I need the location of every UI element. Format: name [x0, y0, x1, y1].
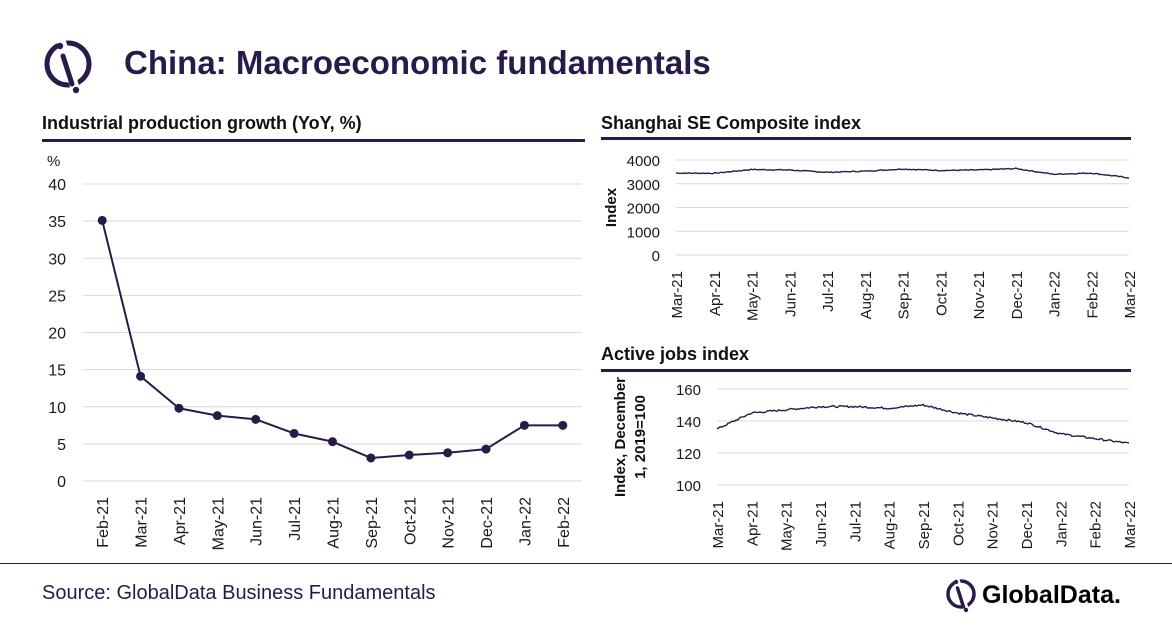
- x-tick-label: Apr-21: [172, 497, 189, 545]
- x-tick-label: Jan-22: [1047, 271, 1064, 317]
- series-line: [716, 403, 1130, 444]
- x-tick-label: Jan-22: [517, 497, 534, 546]
- data-point: [328, 437, 337, 447]
- y-tick-label: 2000: [627, 201, 660, 218]
- x-tick-label: Oct-21: [950, 501, 967, 546]
- x-tick-label: Feb-22: [1088, 501, 1105, 549]
- x-tick-label: Jul-21: [820, 271, 837, 312]
- x-tick-label: Mar-21: [134, 497, 151, 548]
- y-tick-label: 5: [57, 437, 66, 454]
- page-title: China: Macroeconomic fundamentals: [124, 44, 711, 81]
- x-tick-label: Jan-22: [1053, 501, 1070, 547]
- y-axis-title: Index, December 1, 2019=100: [612, 377, 649, 497]
- x-tick-label: Dec-21: [1009, 271, 1026, 319]
- data-point: [443, 448, 453, 458]
- x-tick-label: Jul-21: [287, 497, 304, 541]
- y-tick-label: 120: [676, 446, 701, 463]
- y-tick-label: 10: [48, 400, 66, 417]
- y-tick-label: 15: [48, 363, 66, 380]
- unit-label: %: [47, 153, 60, 170]
- x-tick-label: May-21: [210, 497, 227, 550]
- x-tick-label: May-21: [745, 271, 762, 321]
- x-tick-label: Sep-21: [364, 497, 381, 549]
- y-tick-label: 35: [48, 214, 66, 231]
- x-tick-label: Feb-22: [556, 497, 573, 548]
- data-point: [481, 444, 491, 454]
- jobs-chart-title: Active jobs index: [601, 344, 750, 364]
- x-tick-label: May-21: [779, 501, 796, 551]
- jobs-title-rule: [601, 369, 1131, 372]
- y-tick-label: 30: [48, 251, 66, 268]
- x-tick-label: Mar-22: [1122, 501, 1139, 549]
- y-tick-label: 1000: [627, 224, 660, 241]
- x-tick-label: Jun-21: [813, 501, 830, 547]
- industrial-production-chart: 0 5 10 15 20 25 30 35 40 Feb-21 Mar-21 Apr-21 May-21…: [47, 153, 582, 550]
- footer-rule: [0, 563, 1172, 564]
- x-tick-label: Sep-21: [916, 501, 933, 549]
- x-tick-label: Dec-21: [1019, 501, 1036, 549]
- y-axis-title-line: Index, December: [612, 377, 629, 497]
- y-tick-label: 140: [676, 414, 701, 431]
- ip-title-rule: [42, 139, 585, 142]
- data-point: [366, 453, 376, 463]
- y-tick-label: 160: [676, 382, 701, 399]
- globaldata-small-logo-icon: [946, 577, 976, 613]
- y-tick-label: 20: [48, 326, 66, 343]
- data-point: [558, 420, 568, 430]
- sse-title-rule: [601, 137, 1131, 140]
- x-tick-label: Oct-21: [402, 497, 419, 545]
- x-tick-label: Sep-21: [896, 271, 913, 319]
- active-jobs-chart: 100 120 140 160 Mar-21 Apr-21 May-21 Jun-21 Jul-…: [612, 377, 1139, 551]
- x-tick-label: Jun-21: [782, 271, 799, 317]
- x-tick-label: Aug-21: [858, 271, 875, 319]
- x-tick-label: Mar-21: [669, 271, 686, 319]
- shanghai-composite-chart: 0 1000 2000 3000 4000 Mar-21 Apr-21 May-21 Jun-2…: [603, 153, 1139, 321]
- x-tick-label: Aug-21: [882, 501, 899, 549]
- x-tick-label: Jul-21: [847, 501, 864, 542]
- data-point: [136, 371, 146, 381]
- sse-chart-title: Shanghai SE Composite index: [601, 113, 862, 133]
- data-point: [519, 420, 529, 430]
- data-point: [404, 450, 414, 460]
- y-axis-title: Index: [603, 187, 620, 227]
- x-tick-label: Oct-21: [933, 271, 950, 316]
- y-axis-title-line: Index: [603, 187, 620, 227]
- y-tick-label: 0: [652, 248, 660, 265]
- y-tick-label: 0: [57, 474, 66, 491]
- globaldata-logo-icon: [44, 38, 92, 94]
- x-tick-label: Feb-21: [95, 497, 112, 548]
- y-tick-label: 3000: [627, 177, 660, 194]
- series-line: [675, 167, 1130, 179]
- x-tick-label: Jun-21: [249, 497, 266, 546]
- x-tick-label: Mar-21: [710, 501, 727, 549]
- x-tick-label: Nov-21: [971, 271, 988, 319]
- x-tick-label: Aug-21: [326, 497, 343, 549]
- x-tick-label: Feb-22: [1084, 271, 1101, 319]
- x-tick-label: Apr-21: [744, 501, 761, 546]
- data-point: [289, 428, 299, 438]
- source-note: Source: GlobalData Business Fundamentals: [42, 582, 436, 604]
- data-point: [212, 411, 222, 421]
- y-tick-label: 4000: [627, 153, 660, 170]
- data-point: [251, 414, 261, 424]
- y-tick-label: 25: [48, 288, 66, 305]
- y-tick-label: 100: [676, 478, 701, 495]
- data-point: [174, 403, 184, 413]
- x-tick-label: Mar-22: [1122, 271, 1139, 319]
- data-point: [97, 215, 107, 225]
- y-tick-label: 40: [48, 177, 66, 194]
- x-tick-label: Apr-21: [707, 271, 724, 316]
- x-tick-label: Nov-21: [441, 497, 458, 549]
- globaldata-brand-logo: GlobalData.: [946, 577, 1121, 613]
- y-axis-title-line: 1, 2019=100: [632, 395, 649, 479]
- x-tick-label: Dec-21: [479, 497, 496, 549]
- x-tick-label: Nov-21: [985, 501, 1002, 549]
- ip-chart-title: Industrial production growth (YoY, %): [42, 113, 362, 133]
- brand-name: GlobalData.: [982, 581, 1121, 609]
